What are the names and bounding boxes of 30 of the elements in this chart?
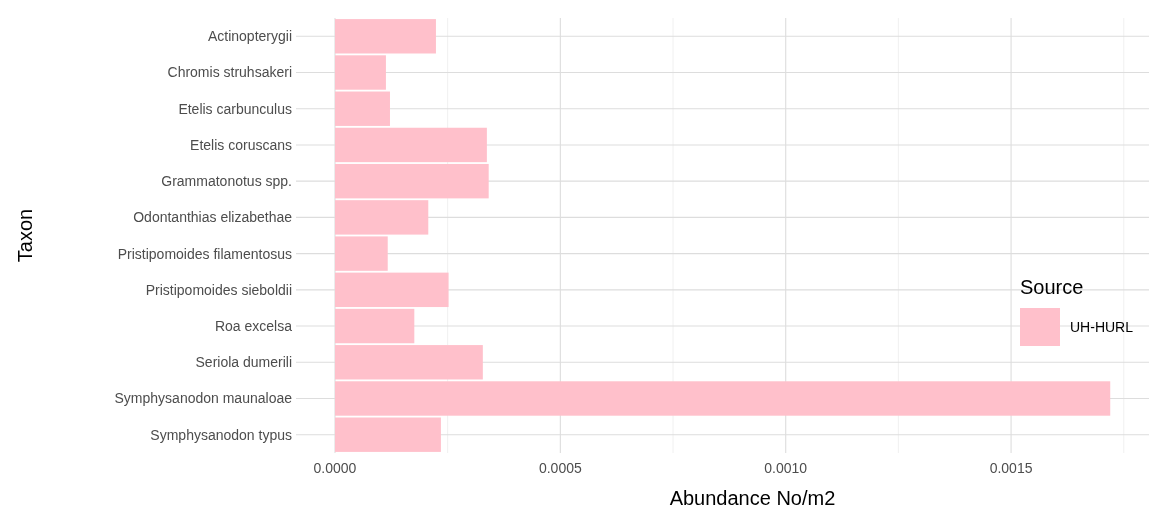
bar (334, 127, 487, 163)
y-tick-label: Odontanthias elizabethae (133, 209, 293, 226)
bar (334, 19, 436, 54)
legend-title: Source (1020, 276, 1084, 298)
x-tick-label: 0.0010 (764, 460, 808, 476)
x-tick-label: 0.0015 (989, 460, 1033, 476)
text: UH-HURL (1070, 318, 1134, 335)
y-tick-label: Pristipomoides sieboldii (145, 281, 292, 298)
y-tick-label: Roa excelsa (214, 317, 293, 334)
bar (334, 55, 386, 90)
bar (334, 381, 1111, 416)
y-tick-label: Seriola dumerili (195, 354, 292, 371)
y-tick-label: Etelis carbunculus (178, 100, 292, 117)
x-tick-label: 0.0000 (313, 460, 357, 476)
bar (334, 272, 449, 308)
y-tick-label: Chromis struhsakeri (167, 64, 292, 81)
bar (334, 417, 441, 452)
y-axis-title: Taxon (14, 208, 36, 263)
y-tick-label: Symphysanodon typus (150, 426, 292, 443)
y-tick-label: Symphysanodon maunaloae (114, 390, 293, 407)
y-tick-label: Etelis coruscans (190, 136, 292, 153)
x-axis-title: Abundance No/m2 (669, 487, 836, 509)
bar (334, 345, 483, 380)
bar (334, 163, 489, 199)
y-tick-label: Actinopterygii (207, 28, 292, 45)
y-tick-label: Pristipomoides filamentosus (117, 245, 292, 262)
bar (334, 308, 415, 344)
y-tick-label: Grammatonotus spp. (161, 173, 292, 190)
x-tick-label: 0.0005 (538, 460, 582, 476)
bar (334, 91, 390, 126)
